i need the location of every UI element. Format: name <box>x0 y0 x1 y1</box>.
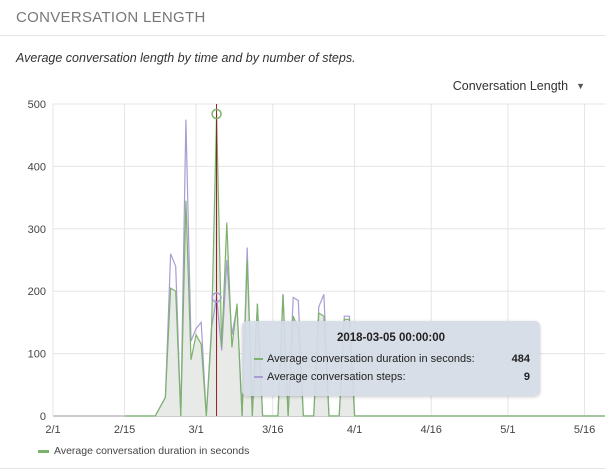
panel-title: CONVERSATION LENGTH <box>16 9 206 26</box>
series-lines <box>124 113 605 417</box>
caret-down-icon: ▼ <box>576 81 585 91</box>
tooltip-title: 2018-03-05 00:00:00 <box>336 332 446 344</box>
duration-series-line <box>124 113 605 417</box>
bottom-divider <box>0 468 605 469</box>
metric-dropdown-value: Conversation Length <box>452 79 569 93</box>
y-tick-label: 500 <box>28 99 46 111</box>
y-tick-label: 400 <box>28 161 46 173</box>
y-tick-label: 100 <box>28 349 46 361</box>
tooltip-duration-value: 484 <box>511 353 530 365</box>
tooltip-row-duration: Average conversation duration in seconds… <box>254 352 530 366</box>
panel-header: CONVERSATION LENGTH <box>0 0 605 36</box>
tooltip-steps-label: Average conversation steps: <box>267 371 406 383</box>
x-tick-label: 4/16 <box>421 424 442 436</box>
metric-dropdown[interactable]: Conversation Length ▼ <box>453 78 585 94</box>
steps-highlight-point <box>211 292 222 303</box>
y-tick-label: 300 <box>28 224 46 236</box>
x-tick-label: 2/1 <box>45 424 60 436</box>
x-axis-ticks: 2/1 2/15 3/1 3/16 4/1 4/16 5/1 5/16 <box>45 424 595 436</box>
x-tick-label: 4/1 <box>347 424 362 436</box>
x-tick-label: 2/15 <box>114 424 135 436</box>
x-tick-label: 3/16 <box>262 424 283 436</box>
highlight-markers <box>211 104 222 416</box>
x-tick-label: 5/16 <box>574 424 595 436</box>
tooltip-row-steps: Average conversation steps: 9 <box>254 370 530 384</box>
x-tick-label: 5/1 <box>500 424 515 436</box>
chart-description: Average conversation length by time and … <box>16 51 356 65</box>
y-tick-label: 200 <box>28 286 46 298</box>
chart-tooltip: 2018-03-05 00:00:00 Average conversation… <box>242 321 540 396</box>
legend-duration-label: Average conversation duration in seconds <box>54 445 250 457</box>
tooltip-duration-label: Average conversation duration in seconds… <box>267 353 475 365</box>
legend-duration-swatch <box>38 449 49 453</box>
duration-highlight-point <box>211 108 222 120</box>
y-tick-label: 0 <box>40 411 46 423</box>
tooltip-duration-swatch <box>254 358 263 360</box>
tooltip-steps-value: 9 <box>523 371 530 383</box>
tooltip-steps-swatch <box>254 376 263 378</box>
chart-legend[interactable]: Average conversation duration in seconds <box>38 445 249 457</box>
y-axis-ticks: 0 100 200 300 400 500 <box>28 99 46 423</box>
x-tick-label: 3/1 <box>188 424 203 436</box>
